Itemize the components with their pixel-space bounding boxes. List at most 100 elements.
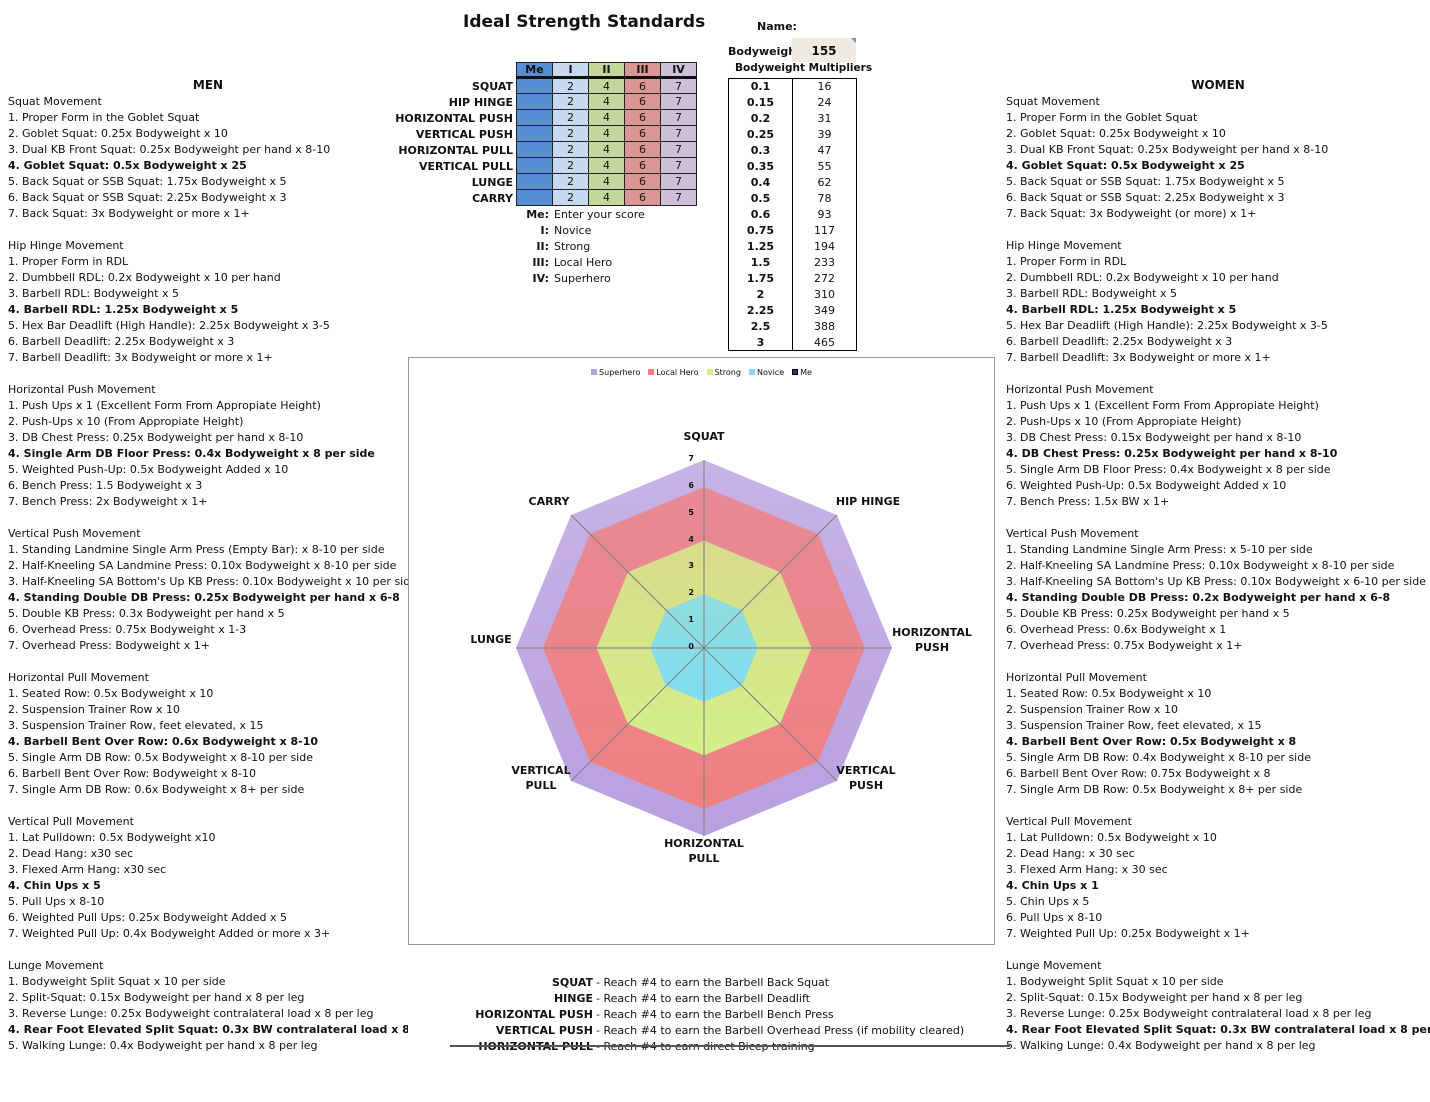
standard-item: 2. Push-Ups x 10 (From Appropiate Height… — [1006, 415, 1242, 428]
men-heading: MEN — [192, 78, 224, 92]
weight-value: 194 — [814, 240, 835, 253]
bodyweight-input[interactable]: 155 — [792, 38, 856, 62]
movement-label: HORIZONTAL PUSH — [395, 112, 513, 125]
axis-label-line: VERTICAL — [836, 764, 896, 777]
legend-label: Me — [800, 368, 812, 377]
my-score-input[interactable] — [516, 77, 553, 94]
my-score-input[interactable] — [516, 141, 553, 158]
weight-value: 24 — [817, 96, 832, 109]
tick-label: 5 — [688, 507, 694, 517]
level-value: 4 — [588, 141, 625, 158]
weight-value: 117 — [814, 224, 835, 237]
movement-section: Vertical Pull Movement 1. Lat Pulldown: 0… — [8, 814, 408, 958]
axis-label: HORIZONTAL PUSH — [872, 625, 992, 655]
tick-label: 7 — [688, 454, 694, 463]
weight-value: 62 — [817, 176, 832, 189]
men-column: MEN Squat Movement 1. Proper Form in the G… — [8, 76, 408, 1102]
standard-item: 2. Dumbbell RDL: 0.2x Bodyweight x 10 pe… — [8, 271, 281, 284]
standard-item: 5. Walking Lunge: 0.4x Bodyweight per ha… — [8, 1039, 318, 1052]
goal-text: - Reach #4 to earn the Barbell Bench Pre… — [596, 1008, 834, 1021]
goal-text: - Reach #4 to earn the Barbell Back Squa… — [596, 976, 830, 989]
my-score-input[interactable] — [516, 93, 553, 110]
axis-line — [570, 647, 705, 782]
level-value: 6 — [624, 173, 661, 190]
level-value: 4 — [588, 77, 625, 94]
radar-chart: Superhero Local Hero Strong Novice Me 0 1 2 3 4 5… — [408, 357, 995, 945]
chart-legend: Superhero Local Hero Strong Novice Me — [409, 368, 994, 377]
movement-label: VERTICAL PULL — [418, 160, 513, 173]
level-value: 6 — [624, 93, 661, 110]
standard-item: 7. Back Squat: 3x Bodyweight or more x 1… — [8, 207, 250, 220]
women-heading: WOMEN — [1191, 78, 1245, 92]
standard-item: 3. Reverse Lunge: 0.25x Bodyweight contr… — [1006, 1007, 1372, 1020]
name-input[interactable] — [794, 18, 856, 36]
standard-item: 5. Single Arm DB Floor Press: 0.4x Bodyw… — [1006, 463, 1331, 476]
standard-item: 1. Standing Landmine Single Arm Press: x… — [1006, 543, 1313, 556]
standard-item: 3. Half-Kneeling SA Bottom's Up KB Press… — [1006, 575, 1426, 588]
level-header: II — [588, 62, 625, 79]
legend-swatch-icon — [706, 369, 713, 375]
level-value: 2 — [552, 77, 589, 94]
multiplier-value: 0.5 — [728, 190, 793, 207]
goal-text: - Reach #4 to earn the Barbell Overhead … — [596, 1024, 965, 1037]
weight-value: 93 — [817, 208, 832, 221]
multipliers-table: 0.1 16 0.15 24 0.2 31 0.25 39 0.3 47 0.35 55 0.4 62 0.… — [728, 78, 857, 351]
multiplier-value: 1.5 — [728, 254, 793, 271]
standard-item: 1. Lat Pulldown: 0.5x Bodyweight x10 — [8, 831, 216, 844]
standard-item: 2. Half-Kneeling SA Landmine Press: 0.10… — [1006, 559, 1395, 572]
axis-label-line: HORIZONTAL — [664, 837, 744, 850]
standard-item: 7. Bench Press: 2x Bodyweight x 1+ — [8, 495, 208, 508]
standard-item: 7. Barbell Deadlift: 3x Bodyweight or mo… — [8, 351, 273, 364]
my-score-input[interactable] — [516, 125, 553, 142]
multiplier-row: 0.75 117 — [728, 222, 857, 239]
my-score-input[interactable] — [516, 173, 553, 190]
axis-label-line: PULL — [525, 779, 557, 792]
tick-label: 4 — [688, 534, 694, 544]
my-score-input[interactable] — [516, 189, 553, 206]
movement-section: Horizontal Push Movement 1. Push Ups x 1 … — [8, 382, 408, 526]
axis-line — [703, 514, 838, 649]
level-value: 2 — [552, 141, 589, 158]
my-score-input[interactable] — [516, 109, 553, 126]
movement-section: Squat Movement 1. Proper Form in the Gobl… — [8, 94, 408, 238]
standard-item: 1. Bodyweight Split Squat x 10 per side — [1006, 975, 1224, 988]
multiplier-value: 0.6 — [728, 206, 793, 223]
movement-section: Horizontal Pull Movement 1. Seated Row: 0… — [8, 670, 408, 814]
legend-key: I: — [540, 224, 550, 237]
weight-value: 47 — [817, 144, 832, 157]
axis-label-line: VERTICAL — [511, 764, 571, 777]
legend-desc: Enter your score — [554, 208, 645, 221]
legend-item: Me — [792, 368, 812, 377]
multiplier-row: 0.5 78 — [728, 190, 857, 207]
movement-section: Horizontal Pull Movement 1. Seated Row: 0… — [1006, 670, 1430, 814]
standard-item: 4. Standing Double DB Press: 0.25x Bodyw… — [8, 591, 400, 604]
level-value: 2 — [552, 125, 589, 142]
movement-label: LUNGE — [471, 176, 513, 189]
standard-item: 6. Weighted Push-Up: 0.5x Bodyweight Add… — [1006, 479, 1287, 492]
standard-item: 2. Suspension Trainer Row x 10 — [8, 703, 180, 716]
tick-label: 1 — [688, 615, 694, 625]
standard-item: 1. Proper Form in the Goblet Squat — [8, 111, 200, 124]
movement-section: Vertical Pull Movement 1. Lat Pulldown: 0… — [1006, 814, 1430, 958]
weight-value: 39 — [817, 128, 832, 141]
legend-swatch-icon — [748, 369, 755, 375]
axis-label-line: PULL — [688, 852, 720, 865]
standard-item: 7. Back Squat: 3x Bodyweight (or more) x… — [1006, 207, 1257, 220]
standard-item: 7. Overhead Press: Bodyweight x 1+ — [8, 639, 210, 652]
standard-item: 6. Barbell Deadlift: 2.25x Bodyweight x … — [1006, 335, 1233, 348]
standard-item: 3. Flexed Arm Hang: x 30 sec — [1006, 863, 1168, 876]
multiplier-row: 0.25 39 — [728, 126, 857, 143]
standard-item: 5. Double KB Press: 0.3x Bodyweight per … — [8, 607, 285, 620]
level-value: 4 — [588, 189, 625, 206]
multiplier-row: 0.35 55 — [728, 158, 857, 175]
section-title: Squat Movement — [8, 95, 102, 108]
level-value: 7 — [660, 173, 697, 190]
my-score-input[interactable] — [516, 157, 553, 174]
standard-item: 5. Back Squat or SSB Squat: 1.75x Bodywe… — [8, 175, 287, 188]
axis-label: SQUAT — [644, 429, 764, 444]
level-value: 4 — [588, 93, 625, 110]
legend-desc: Novice — [554, 224, 592, 237]
axis-line — [703, 647, 838, 782]
standard-item: 2. Goblet Squat: 0.25x Bodyweight x 10 — [1006, 127, 1226, 140]
